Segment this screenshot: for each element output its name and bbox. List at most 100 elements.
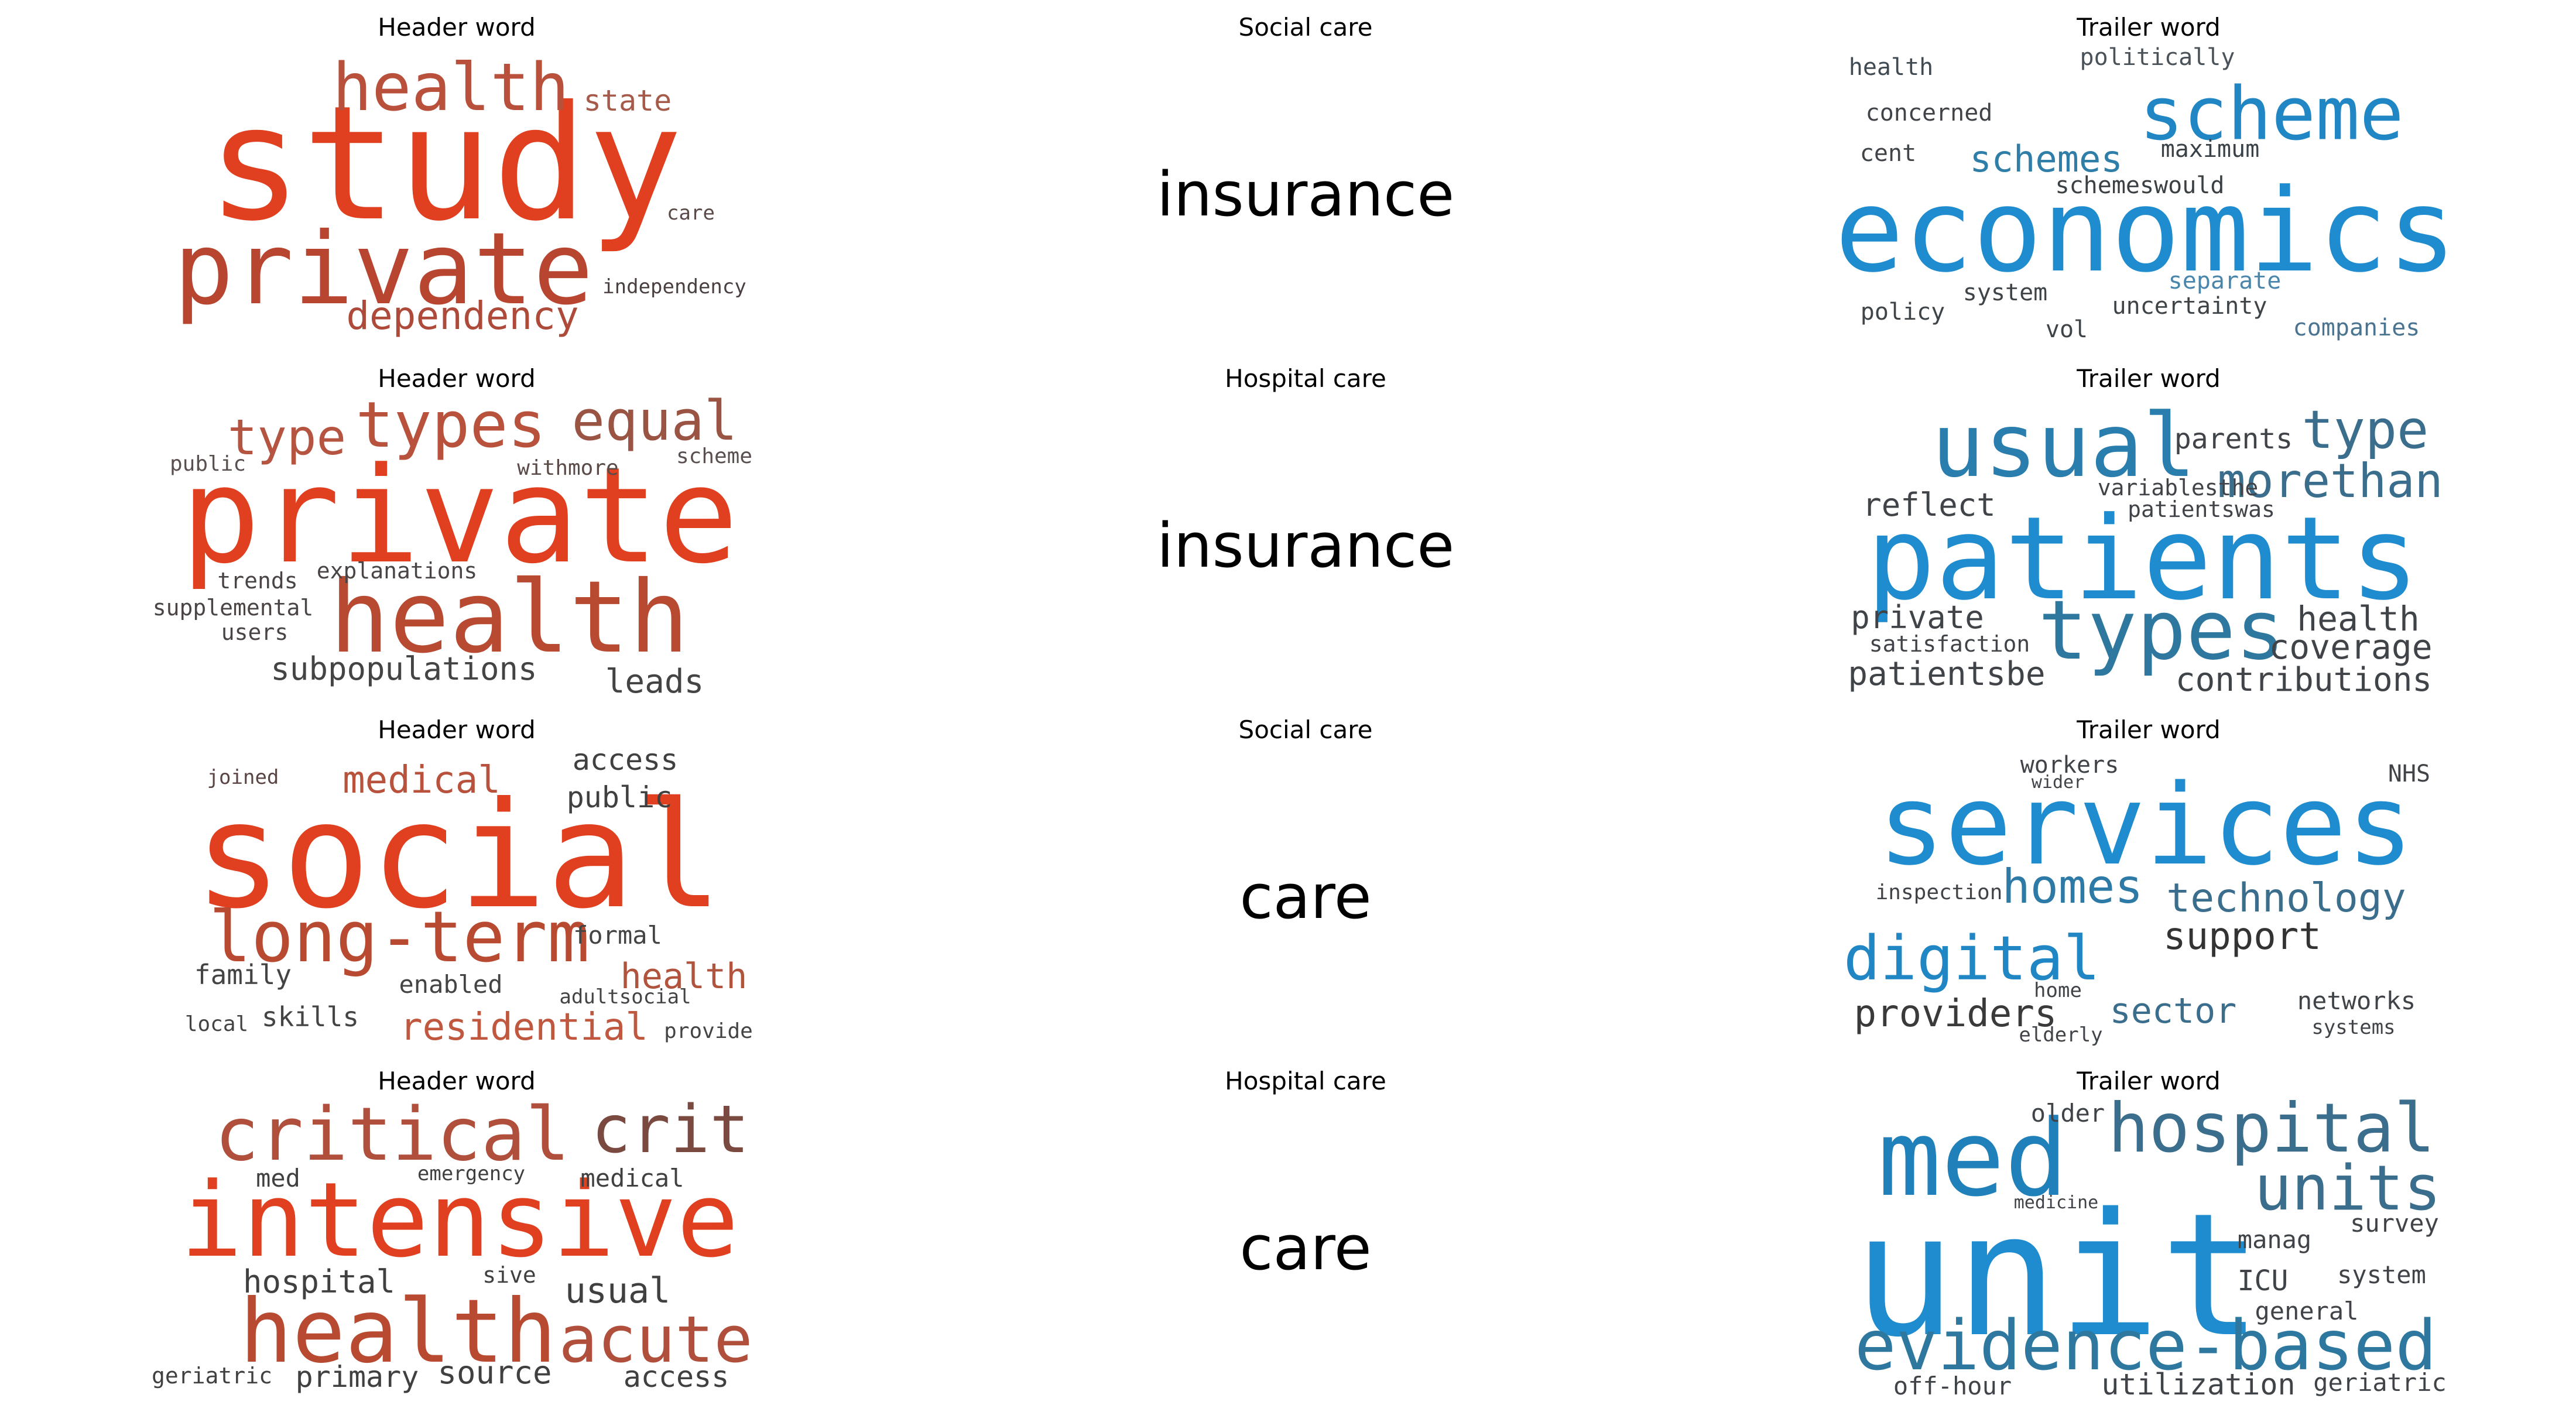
panel-title: Trailer word <box>2077 13 2221 42</box>
cloud-word: sector <box>2109 991 2237 1032</box>
cloud-word: dependency <box>346 293 579 338</box>
cloud-word: economics <box>1834 165 2457 298</box>
cloud-word: health <box>332 50 570 126</box>
cloud-word: health <box>329 560 690 676</box>
cloud-word: sive <box>482 1262 536 1288</box>
cloud-word: patientswas <box>2128 496 2275 522</box>
cloud-word: trends <box>217 568 298 594</box>
cloud-word: long-term <box>208 897 590 978</box>
cloud-word: residential <box>400 1006 648 1049</box>
cloud-word: survey <box>2350 1209 2439 1238</box>
cloud-word: skills <box>261 1001 359 1033</box>
cloud-word: units <box>2254 1152 2441 1224</box>
cloud-word: scheme <box>2139 71 2404 157</box>
cloud-word: care <box>667 201 715 225</box>
word-cloud: social long-term medical residential hea… <box>146 702 767 1054</box>
cloud-word: joined <box>207 766 279 789</box>
cloud-word: geriatric <box>2313 1368 2447 1397</box>
cloud-word: independency <box>602 275 746 299</box>
cloud-word: general <box>2255 1297 2359 1325</box>
cloud-word: emergency <box>417 1162 526 1185</box>
panel-title: Trailer word <box>2077 1067 2221 1095</box>
center-word: insurance <box>1156 510 1455 581</box>
cloud-word: geriatric <box>152 1363 272 1389</box>
cloud-word: home <box>2034 979 2082 1002</box>
cloud-word: services <box>1878 760 2414 890</box>
panel-title: Header word <box>378 364 536 393</box>
cloud-word: types <box>2038 583 2285 678</box>
cloud-word: equal <box>571 389 738 453</box>
cloud-word: variablesthe <box>2097 475 2259 501</box>
panel-header-row-3: Header word social long-term medical res… <box>146 702 767 1054</box>
cloud-word: formal <box>573 921 662 950</box>
cloud-word: manag <box>2237 1225 2312 1254</box>
panel-header-row-1: Header word study private health depende… <box>146 0 767 351</box>
cloud-word: elderly <box>2019 1023 2103 1047</box>
word-cloud: patients usual types type morethan paren… <box>1838 351 2459 702</box>
cloud-word: policy <box>1860 299 1945 325</box>
cloud-word: patients <box>1866 492 2420 626</box>
panel-title: Hospital care <box>1225 364 1386 393</box>
cloud-word: leads <box>605 663 704 701</box>
panel-header-row-4: Header word intensive health critical cr… <box>146 1054 767 1405</box>
cloud-word: hospital <box>2108 1089 2435 1168</box>
cloud-word: digital <box>1843 923 2101 994</box>
cloud-word: local <box>184 1012 249 1036</box>
cloud-word: coverage <box>2269 627 2433 667</box>
cloud-word: types <box>355 389 546 462</box>
cloud-word: private <box>1851 599 1984 636</box>
cloud-word: study <box>207 71 683 256</box>
cloud-word: social <box>194 770 723 941</box>
cloud-word: vol <box>2045 316 2088 343</box>
cloud-word: concerned <box>1865 100 1993 126</box>
cloud-word: providers <box>1854 992 2057 1036</box>
panel-title: Hospital care <box>1225 1067 1386 1095</box>
word-cloud: unit med hospital units evidence-based o… <box>1838 1054 2459 1405</box>
cloud-word: type <box>227 409 347 466</box>
word-cloud: study private health dependency state ca… <box>146 0 767 351</box>
cloud-word: state <box>583 84 672 118</box>
cloud-word: private <box>180 439 739 593</box>
cloud-word: contributions <box>2175 661 2433 699</box>
cloud-word: hospital <box>242 1263 396 1300</box>
cloud-word: homes <box>2002 859 2143 914</box>
cloud-word: ICU <box>2237 1264 2289 1297</box>
cloud-word: morethan <box>2217 454 2443 508</box>
cloud-word: inspection <box>1875 880 2003 904</box>
cloud-word: medical <box>342 759 501 802</box>
cloud-word: satisfaction <box>1869 631 2030 657</box>
cloud-word: public <box>169 452 246 476</box>
cloud-word: wider <box>2031 772 2085 793</box>
cloud-word: evidence-based <box>1854 1305 2437 1386</box>
cloud-word: type <box>2301 399 2429 461</box>
cloud-word: NHS <box>2387 760 2431 787</box>
cloud-word: withmore <box>517 456 619 480</box>
cloud-word: subpopulations <box>270 650 537 687</box>
cloud-word: family <box>194 959 292 991</box>
panel-title: Header word <box>378 1067 536 1095</box>
cloud-word: technology <box>2166 875 2406 921</box>
cloud-word: maximum <box>2160 136 2260 163</box>
center-word: care <box>1239 861 1372 933</box>
cloud-word: reflect <box>1862 486 1996 523</box>
cloud-word: parents <box>2174 423 2293 455</box>
cloud-word: scheme <box>676 444 753 468</box>
cloud-word: schemes <box>1969 138 2123 180</box>
cloud-word: support <box>2163 915 2321 958</box>
cloud-word: intensive <box>180 1160 739 1280</box>
cloud-word: access <box>572 743 679 777</box>
cloud-word: health <box>620 956 748 997</box>
cloud-word: health <box>2297 599 2420 639</box>
cloud-word: networks <box>2297 986 2416 1015</box>
cloud-word: critical <box>214 1091 570 1177</box>
center-word: care <box>1239 1212 1372 1284</box>
panel-trailer-row-4: Trailer word unit med hospital units evi… <box>1838 1054 2459 1405</box>
cloud-word: workers <box>2020 752 2119 779</box>
cloud-word: enabled <box>399 970 503 999</box>
panel-trailer-row-3: Trailer word services digital homes tech… <box>1838 702 2459 1054</box>
cloud-word: separate <box>2168 268 2282 294</box>
cloud-word: crit <box>591 1092 749 1168</box>
cloud-word: usual <box>564 1270 671 1311</box>
panel-trailer-row-2: Trailer word patients usual types type m… <box>1838 351 2459 702</box>
cloud-word: system <box>2337 1260 2426 1289</box>
